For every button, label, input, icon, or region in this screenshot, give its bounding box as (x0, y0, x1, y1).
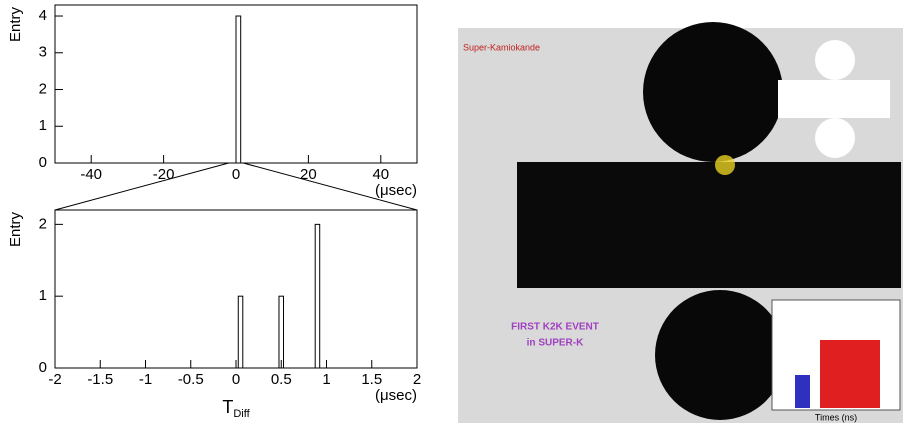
x-label-sub: Diff (233, 408, 250, 420)
y-tick-label: 4 (39, 7, 47, 24)
bar (235, 15, 242, 164)
display-title: Super-Kamiokande (463, 42, 540, 52)
x-tick-label: -0.5 (178, 371, 204, 388)
caption: in SUPER-K (527, 338, 584, 349)
time-axis-label: Times (ns) (815, 412, 857, 422)
top-cap (643, 22, 783, 162)
time-hits (820, 340, 880, 408)
y-tick-label: 0 (39, 154, 47, 171)
x-unit: (μsec) (375, 182, 417, 199)
caption: FIRST K2K EVENT (511, 322, 599, 333)
x-tick-label: -2 (48, 371, 61, 388)
x-tick-label: 0 (232, 166, 240, 183)
x-tick-label: 1 (322, 371, 330, 388)
mini-cap (815, 40, 855, 80)
x-tick-label: 40 (372, 166, 389, 183)
y-tick-label: 1 (39, 287, 47, 304)
x-axis-label: TDiff (222, 397, 250, 420)
x-tick-label: 1.5 (361, 371, 382, 388)
x-tick-label: 0 (232, 371, 240, 388)
mini-cap (815, 118, 855, 158)
y-axis-label: Entry (7, 7, 24, 43)
x-label-main: T (222, 397, 233, 417)
zoom-line (243, 162, 418, 211)
y-tick-label: 1 (39, 117, 47, 134)
y-tick-label: 2 (39, 80, 47, 97)
y-axis-label: Entry (7, 212, 24, 248)
bar (314, 223, 321, 369)
mini-barrel (778, 80, 890, 118)
bar (237, 295, 244, 369)
ring-hits (715, 155, 735, 175)
x-tick-label: -1 (139, 371, 152, 388)
zoom-line (54, 162, 229, 211)
x-unit: (μsec) (375, 387, 417, 404)
x-tick-label: -40 (80, 166, 102, 183)
x-tick-label: 2 (413, 371, 421, 388)
x-tick-label: 20 (300, 166, 317, 183)
plot-frame (54, 209, 418, 369)
y-tick-label: 3 (39, 44, 47, 61)
x-tick-label: -1.5 (87, 371, 113, 388)
time-hits (795, 375, 810, 408)
y-tick-label: 0 (39, 359, 47, 376)
event-display: Super-Kamiokande FIRST K2K EVENT in SUPE… (458, 22, 903, 423)
bar (278, 295, 285, 369)
bottom-cap (655, 290, 785, 420)
y-tick-label: 2 (39, 215, 47, 232)
barrel (517, 162, 901, 288)
x-tick-label: 0.5 (271, 371, 292, 388)
